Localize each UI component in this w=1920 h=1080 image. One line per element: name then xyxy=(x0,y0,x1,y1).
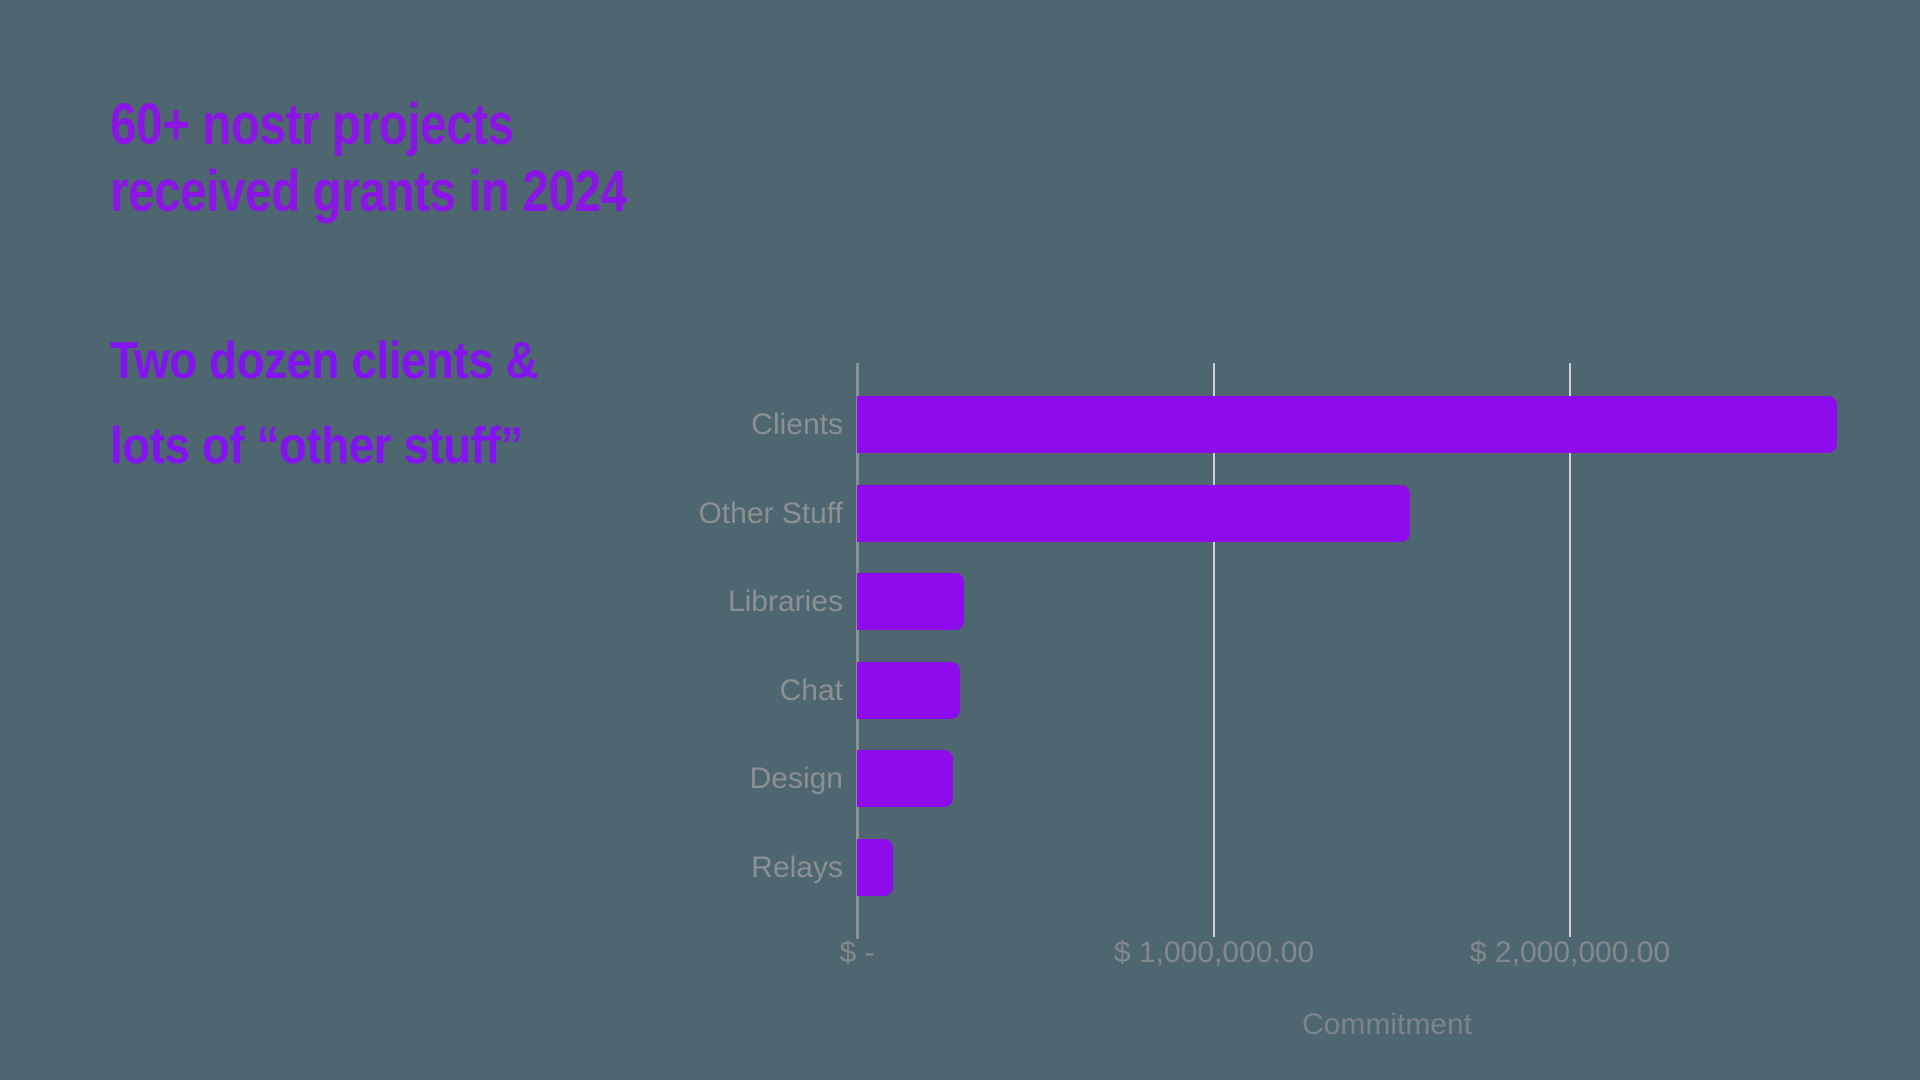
slide-subtitle-line-2: lots of “other stuff” xyxy=(110,417,523,475)
category-label-design: Design xyxy=(749,762,843,795)
slide-title: 60+ nostr projects received grants in 20… xyxy=(110,91,627,225)
x-axis-title: Commitment xyxy=(1301,1008,1473,1041)
bar-chart-plot-area: Commitment $ - $ 1,000,000.00 $ 2,000,000.… xyxy=(698,363,1917,1041)
bar-other-stuff xyxy=(857,485,1410,542)
x-axis-tick-label: $ - xyxy=(839,936,875,969)
gridline xyxy=(1213,363,1215,937)
bar-chat xyxy=(857,662,960,719)
bar-relays xyxy=(857,839,893,896)
bar-libraries xyxy=(857,573,964,630)
category-label-other-stuff: Other Stuff xyxy=(698,497,843,530)
x-axis-tick-label: $ 2,000,000.00 xyxy=(1469,936,1671,969)
slide-title-line-1: 60+ nostr projects xyxy=(110,92,514,157)
gridline xyxy=(1569,363,1571,937)
bar-design xyxy=(857,750,953,807)
slide-subtitle: Two dozen clients & lots of “other stuff… xyxy=(110,319,539,489)
bar-clients xyxy=(857,396,1837,453)
category-label-chat: Chat xyxy=(779,674,843,707)
category-label-clients: Clients xyxy=(751,408,843,441)
slide-title-line-2: received grants in 2024 xyxy=(110,159,627,224)
slide-subtitle-line-1: Two dozen clients & xyxy=(110,332,539,390)
category-label-relays: Relays xyxy=(751,851,843,884)
category-label-libraries: Libraries xyxy=(727,585,843,618)
x-axis-tick-label: $ 1,000,000.00 xyxy=(1113,936,1315,969)
category-axis-line xyxy=(856,363,859,939)
